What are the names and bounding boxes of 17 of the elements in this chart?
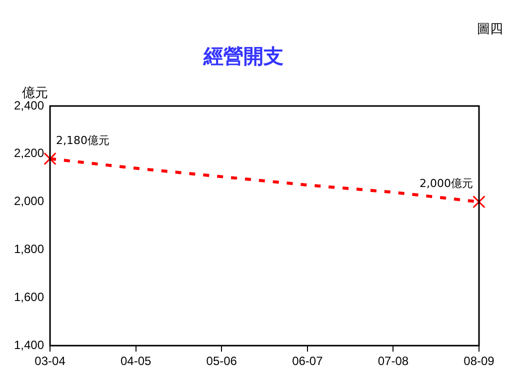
data-label: 2,180億元 [56, 134, 110, 148]
y-axis-title: 億元 [22, 85, 48, 101]
x-tick-label: 07-08 [378, 354, 409, 368]
x-tick-label: 06-07 [292, 354, 324, 368]
x-tick-label: 08-09 [464, 354, 495, 368]
y-tick-label: 1,400 [14, 338, 44, 352]
x-tick-label: 03-04 [34, 354, 66, 368]
y-tick-label: 2,400 [14, 98, 44, 112]
y-tick-label: 1,800 [14, 242, 44, 256]
data-label: 2,000億元 [420, 177, 473, 190]
y-tick-label: 2,200 [14, 146, 44, 160]
x-tick-label: 05-06 [206, 354, 238, 368]
y-tick-label: 1,600 [14, 290, 44, 304]
x-tick-label: 04-05 [120, 354, 152, 368]
text: 圖四 [477, 21, 503, 38]
y-tick-label: 2,000 [14, 194, 44, 208]
chart-title: 經營開支 [202, 44, 284, 68]
